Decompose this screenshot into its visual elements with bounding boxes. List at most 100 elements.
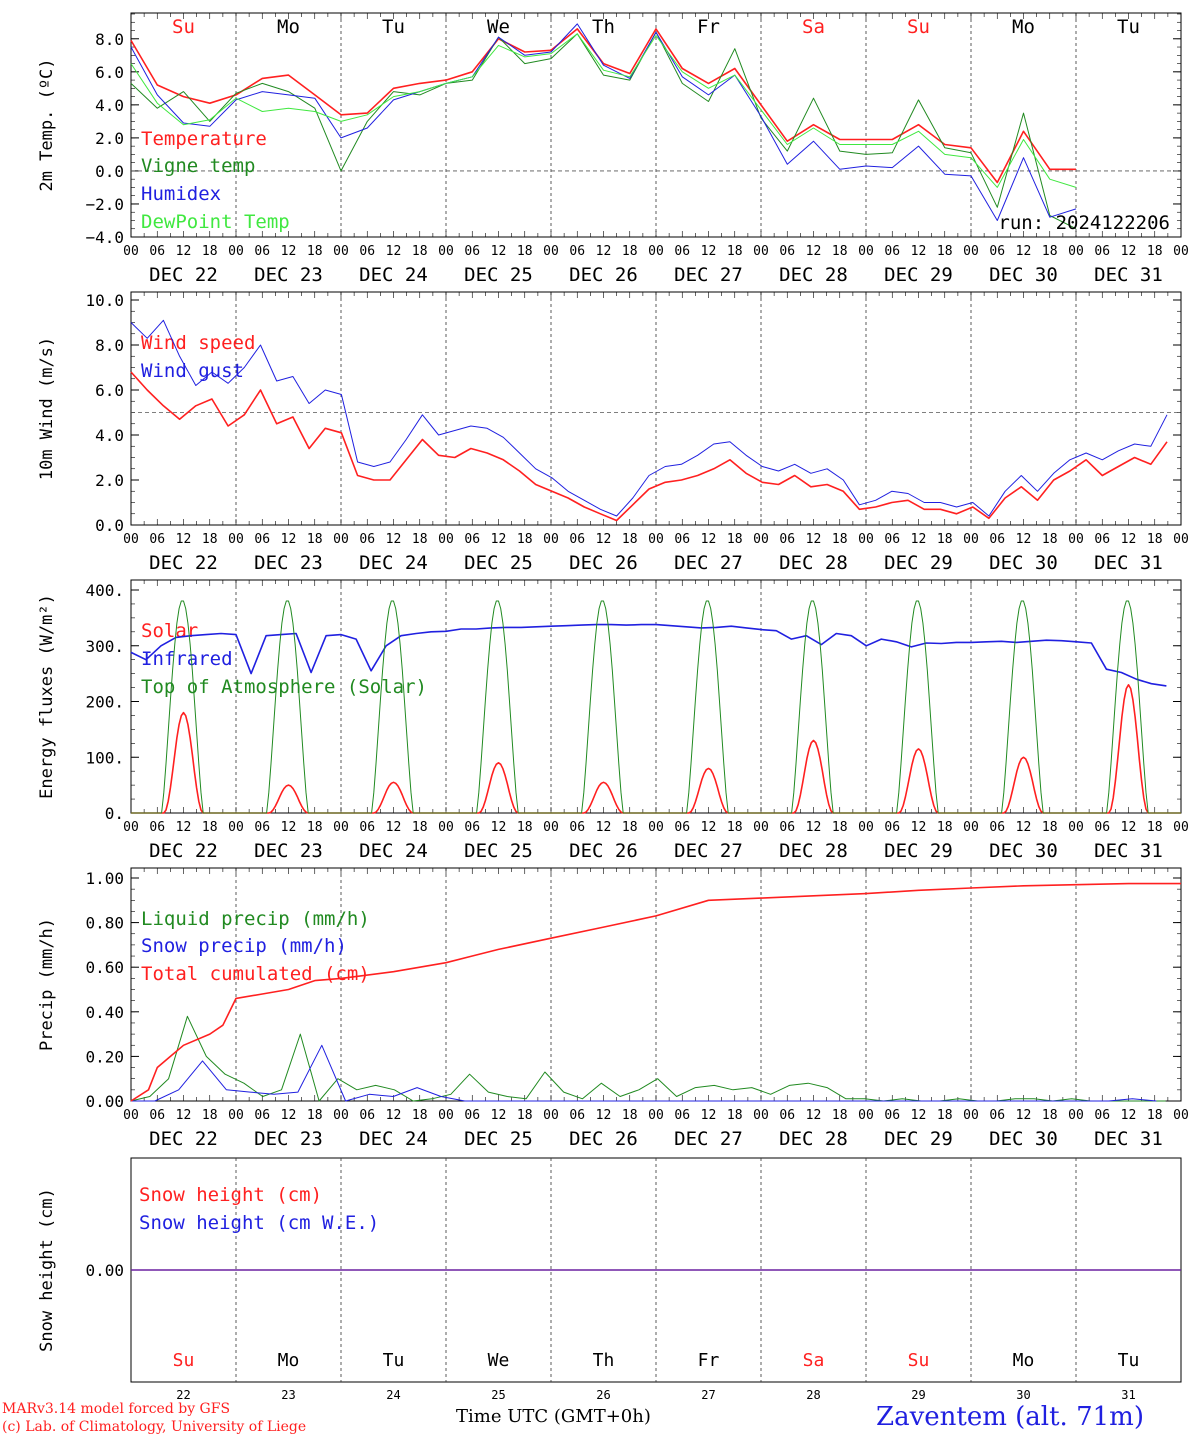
x-tick-label: 18 [412, 244, 428, 259]
x-tick-label: 18 [202, 532, 218, 547]
x-tick-label: 00 [648, 820, 664, 835]
day-label: DEC 27 [674, 552, 743, 574]
x-tick-label: 12 [911, 1108, 927, 1123]
x-tick-label: 12 [911, 532, 927, 547]
y-tick-label: 2.0 [95, 129, 124, 148]
x-tick-label: 06 [149, 820, 165, 835]
x-tick-label: 06 [464, 532, 480, 547]
weekday-label: Sa [802, 16, 825, 38]
x-tick-label: 18 [937, 1108, 953, 1123]
y-tick-label: 0.80 [85, 914, 124, 933]
x-tick-label: 00 [858, 532, 874, 547]
y-tick-label: 100. [85, 748, 124, 767]
day-number-label: 24 [386, 1388, 400, 1402]
y-tick-label: 0. [105, 804, 124, 823]
x-tick-label: 12 [596, 532, 612, 547]
x-tick-label: 06 [1094, 244, 1110, 259]
x-tick-label: 12 [386, 820, 402, 835]
weekday-label: Tu [1118, 1350, 1140, 1371]
x-tick-label: 06 [1094, 1108, 1110, 1123]
day-label: DEC 29 [884, 552, 953, 574]
day-label: DEC 30 [989, 264, 1058, 286]
x-tick-label: 18 [727, 820, 743, 835]
weekday-label: Su [173, 1350, 195, 1371]
day-label: DEC 28 [779, 552, 848, 574]
x-tick-label: 12 [806, 244, 822, 259]
day-label: DEC 26 [569, 264, 638, 286]
day-number-label: 26 [596, 1388, 610, 1402]
x-tick-label: 00 [963, 244, 979, 259]
x-tick-label: 00 [753, 532, 769, 547]
day-label: DEC 27 [674, 264, 743, 286]
x-tick-label: 06 [359, 532, 375, 547]
x-tick-label: 06 [779, 244, 795, 259]
x-tick-label: 00 [1068, 1108, 1084, 1123]
x-tick-label: 18 [412, 1108, 428, 1123]
x-tick-label: 06 [1094, 820, 1110, 835]
x-tick-label: 18 [1042, 1108, 1058, 1123]
x-tick-label: 06 [569, 532, 585, 547]
x-tick-label: 00 [648, 532, 664, 547]
x-tick-label: 00 [438, 244, 454, 259]
x-tick-label: 12 [806, 820, 822, 835]
y-tick-label: 4.0 [95, 426, 124, 445]
x-tick-label: 06 [779, 1108, 795, 1123]
y-tick-label: 2.0 [95, 471, 124, 490]
weekday-label: We [488, 1350, 510, 1371]
day-label: DEC 25 [464, 1128, 533, 1150]
x-tick-label: 12 [176, 1108, 192, 1123]
day-label: DEC 31 [1094, 264, 1163, 286]
x-tick-label: 00 [648, 1108, 664, 1123]
x-tick-label: 12 [596, 820, 612, 835]
x-tick-label: 00 [228, 244, 244, 259]
y-tick-label: 0.60 [85, 958, 124, 977]
x-tick-label: 00 [858, 244, 874, 259]
y-tick-label: 300. [85, 637, 124, 656]
day-label: DEC 22 [149, 552, 218, 574]
x-tick-label: 12 [701, 532, 717, 547]
x-tick-label: 12 [1121, 244, 1137, 259]
panel-frame [130, 12, 1182, 238]
x-tick-label: 00 [438, 1108, 454, 1123]
x-tick-label: 06 [254, 1108, 270, 1123]
x-tick-label: 00 [1173, 1108, 1189, 1123]
day-label: DEC 25 [464, 264, 533, 286]
weekday-label: Tu [1117, 16, 1140, 38]
weekday-label: Th [592, 16, 615, 38]
day-label: DEC 23 [254, 264, 323, 286]
x-tick-label: 06 [569, 1108, 585, 1123]
x-tick-label: 18 [1147, 244, 1163, 259]
x-tick-label: 00 [648, 244, 664, 259]
legend-entry: Snow height (cm W.E.) [139, 1212, 379, 1234]
legend-entry: Wind gust [141, 360, 244, 382]
legend-entry: Snow precip (mm/h) [141, 935, 347, 957]
x-tick-label: 06 [149, 244, 165, 259]
y-tick-label: 8.0 [95, 30, 124, 49]
x-tick-label: 00 [228, 1108, 244, 1123]
y-tick-label: 400. [85, 581, 124, 600]
day-label: DEC 22 [149, 264, 218, 286]
day-label: DEC 30 [989, 552, 1058, 574]
x-tick-label: 06 [779, 532, 795, 547]
weekday-label: Tu [383, 1350, 405, 1371]
x-tick-label: 00 [963, 1108, 979, 1123]
y-tick-label: 10.0 [85, 291, 124, 310]
x-tick-label: 00 [543, 532, 559, 547]
y-tick-label: 200. [85, 693, 124, 712]
x-tick-label: 18 [307, 1108, 323, 1123]
day-label: DEC 24 [359, 1128, 428, 1150]
x-tick-label: 00 [858, 820, 874, 835]
day-label: DEC 28 [779, 1128, 848, 1150]
x-tick-label: 12 [386, 1108, 402, 1123]
day-label: DEC 28 [779, 840, 848, 862]
x-tick-label: 00 [543, 1108, 559, 1123]
x-tick-label: 18 [727, 532, 743, 547]
y-axis-label: Precip (mm/h) [37, 918, 57, 1051]
series-line [130, 23, 1077, 221]
day-number-label: 30 [1016, 1388, 1030, 1402]
x-tick-label: 00 [228, 820, 244, 835]
x-tick-label: 00 [1173, 532, 1189, 547]
x-tick-label: 18 [202, 1108, 218, 1123]
x-tick-label: 12 [596, 244, 612, 259]
day-label: DEC 31 [1094, 840, 1163, 862]
